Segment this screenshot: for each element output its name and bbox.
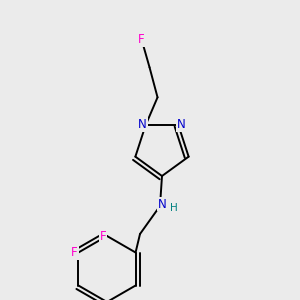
Text: H: H [170,203,178,213]
Text: F: F [100,230,106,242]
Text: N: N [158,197,166,211]
Text: F: F [71,246,78,259]
Text: N: N [138,118,147,131]
Text: F: F [138,33,145,46]
Text: N: N [177,118,186,131]
